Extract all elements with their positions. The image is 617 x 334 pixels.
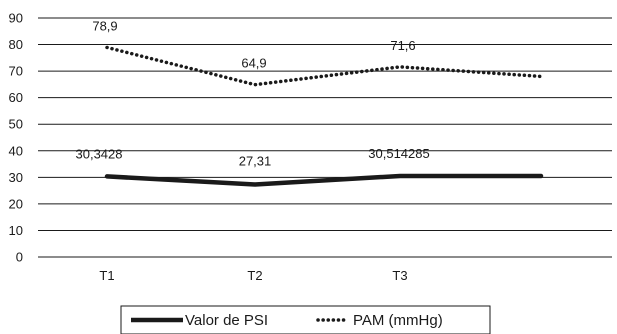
y-axis-ticks: 0 10 20 30 40 50 60 70 80 90	[9, 11, 23, 265]
y-tick-label: 60	[9, 90, 23, 105]
y-tick-label: 50	[9, 117, 23, 132]
legend: Valor de PSI PAM (mmHg)	[120, 305, 491, 334]
x-tick-label: T1	[99, 268, 114, 283]
x-tick-label: T2	[247, 268, 262, 283]
data-label: 30,514285	[368, 146, 429, 161]
series-lines	[104, 45, 544, 187]
data-label: 30,3428	[76, 146, 123, 161]
y-tick-label: 90	[9, 11, 23, 26]
data-label: 71,6	[390, 38, 415, 53]
y-tick-label: 10	[9, 223, 23, 238]
y-tick-label: 40	[9, 143, 23, 158]
legend-label-pam: PAM (mmHg)	[353, 312, 443, 329]
y-tick-label: 70	[9, 64, 23, 79]
data-label: 78,9	[92, 18, 117, 33]
series-line-pam	[105, 45, 543, 87]
x-axis-ticks: T1 T2 T3	[99, 268, 407, 283]
y-tick-label: 20	[9, 196, 23, 211]
data-label: 64,9	[241, 56, 266, 71]
gridlines	[38, 17, 612, 258]
legend-label-valor-de-psi: Valor de PSI	[185, 312, 268, 329]
data-labels: 30,3428 27,31 30,514285 78,9 64,9 71,6	[76, 18, 430, 168]
y-tick-label: 0	[16, 250, 23, 265]
x-tick-label: T3	[392, 268, 407, 283]
series-line-valor-de-psi	[104, 173, 544, 187]
y-tick-label: 80	[9, 37, 23, 52]
y-tick-label: 30	[9, 170, 23, 185]
data-label: 27,31	[239, 153, 272, 168]
